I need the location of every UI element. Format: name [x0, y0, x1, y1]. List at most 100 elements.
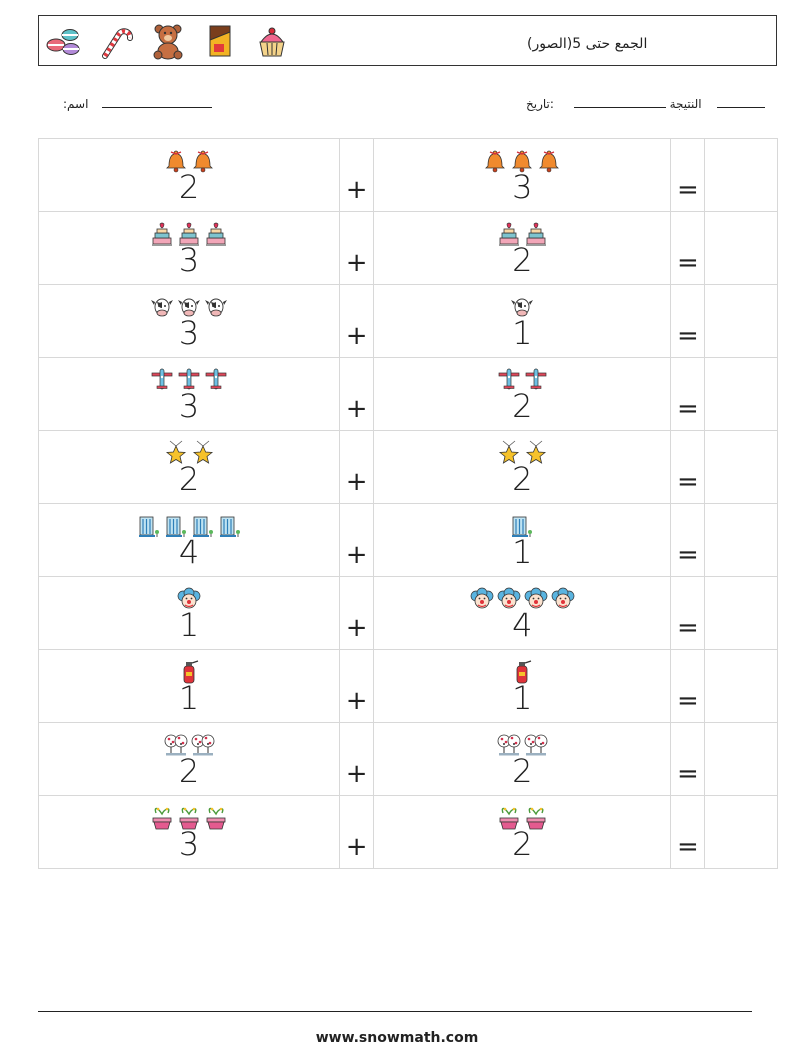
addend-b-number: 1	[512, 679, 533, 717]
plant-icon	[152, 807, 172, 830]
addend-b-pictures	[374, 221, 670, 248]
problem-row: 1 +1 =	[37, 649, 778, 723]
plant-icon	[526, 807, 546, 830]
clown-icon	[470, 587, 494, 609]
answer-cell[interactable]	[704, 284, 778, 358]
footer-url: www.snowmath.com	[315, 1030, 479, 1046]
equals-sign: =	[676, 175, 699, 205]
addend-a-number: 2	[178, 168, 200, 206]
problem-row: 3 +2 =	[37, 211, 778, 285]
plane-icon	[525, 368, 547, 390]
problem-row: 2 +2 =	[37, 430, 778, 504]
date-blank[interactable]	[717, 96, 766, 108]
cow-icon	[205, 298, 228, 317]
problem-row: 3 +2 =	[37, 357, 778, 431]
problem-row: 2 +2 =	[37, 722, 778, 796]
problem-row: 4 +1 =	[37, 503, 778, 577]
cow-icon	[151, 298, 174, 317]
equals-cell: =	[670, 138, 706, 212]
building-icon	[192, 516, 213, 537]
extinguisher-icon	[183, 660, 199, 684]
plus-sign: +	[345, 394, 368, 424]
building-icon	[165, 516, 186, 537]
addend-a-pictures	[39, 805, 339, 832]
equals-cell: =	[670, 284, 706, 358]
page-title: (الجمع حتى 5(الصور	[527, 36, 648, 52]
answer-cell[interactable]	[704, 576, 778, 650]
plus-sign: +	[345, 321, 368, 351]
plus-sign: +	[345, 248, 368, 278]
addend-a-number: 1	[178, 606, 200, 644]
plane-icon	[151, 368, 173, 390]
tree-icon	[164, 734, 187, 756]
equals-cell: =	[670, 430, 706, 504]
addend-b-cell: 3	[373, 138, 672, 212]
problem-row: 2 +3 =	[37, 138, 778, 212]
star-icon	[165, 440, 186, 464]
candy-cane-icon	[102, 28, 133, 59]
answer-cell[interactable]	[704, 430, 778, 504]
plus-sign: +	[345, 467, 368, 497]
name-blank[interactable]	[102, 96, 213, 108]
addend-a-pictures	[39, 659, 339, 686]
addend-a-number: 3	[178, 387, 200, 425]
addend-a-cell: 1	[37, 649, 341, 723]
cake-icon	[152, 222, 173, 246]
date-label: :تاريخ	[526, 97, 554, 111]
result-blank[interactable]	[573, 96, 666, 108]
addend-b-cell: 1	[373, 503, 672, 577]
addend-b-pictures	[374, 148, 670, 175]
addend-a-number: 3	[178, 241, 200, 279]
plane-icon	[178, 368, 200, 390]
clown-icon	[551, 587, 575, 609]
answer-cell[interactable]	[704, 357, 778, 431]
addend-b-number: 4	[512, 606, 533, 644]
bell-icon	[539, 150, 560, 173]
plus-cell: +	[339, 795, 375, 869]
answer-cell[interactable]	[704, 503, 778, 577]
addend-a-number: 2	[178, 460, 200, 498]
answer-cell[interactable]	[704, 649, 778, 723]
plus-cell: +	[339, 430, 375, 504]
cake-icon	[525, 222, 546, 246]
plant-icon	[179, 807, 199, 830]
equals-cell: =	[670, 649, 706, 723]
problems-table: 2 +3 = 3 +2 = 3 +1 = 3 +2 = 2 +2 = 4 +1 = 1 +4 = 1 +1 = 2 +2 = 3 +2 =	[37, 138, 778, 869]
equals-cell: =	[670, 503, 706, 577]
plane-icon	[498, 368, 520, 390]
addend-a-pictures	[39, 513, 339, 540]
plus-cell: +	[339, 138, 375, 212]
addend-b-pictures	[374, 586, 670, 613]
footer-divider	[38, 1011, 752, 1012]
equals-cell: =	[670, 211, 706, 285]
equals-sign: =	[676, 394, 699, 424]
addend-a-cell: 2	[37, 138, 341, 212]
addend-a-number: 1	[178, 679, 200, 717]
extinguisher-icon	[516, 660, 532, 684]
cow-icon	[178, 298, 201, 317]
equals-cell: =	[670, 357, 706, 431]
worksheet-header: (الجمع حتى 5(الصور	[38, 15, 777, 66]
addend-b-cell: 4	[373, 576, 672, 650]
bell-icon	[165, 150, 186, 173]
date-result-row: النتيجة :تاريخ	[526, 96, 766, 111]
answer-cell[interactable]	[704, 795, 778, 869]
answer-cell[interactable]	[704, 211, 778, 285]
addend-b-pictures	[374, 805, 670, 832]
addend-b-pictures	[374, 367, 670, 394]
plus-cell: +	[339, 503, 375, 577]
tree-icon	[524, 734, 548, 756]
equals-sign: =	[676, 759, 699, 789]
addend-b-pictures	[374, 659, 670, 686]
bell-icon	[485, 150, 506, 173]
addend-a-pictures	[39, 148, 339, 175]
equals-cell: =	[670, 722, 706, 796]
tree-icon	[497, 734, 521, 756]
answer-cell[interactable]	[704, 138, 778, 212]
clown-icon	[497, 587, 521, 609]
clown-icon	[177, 587, 201, 609]
addend-a-cell: 1	[37, 576, 341, 650]
equals-cell: =	[670, 795, 706, 869]
problem-row: 3 +2 =	[37, 795, 778, 869]
answer-cell[interactable]	[704, 722, 778, 796]
